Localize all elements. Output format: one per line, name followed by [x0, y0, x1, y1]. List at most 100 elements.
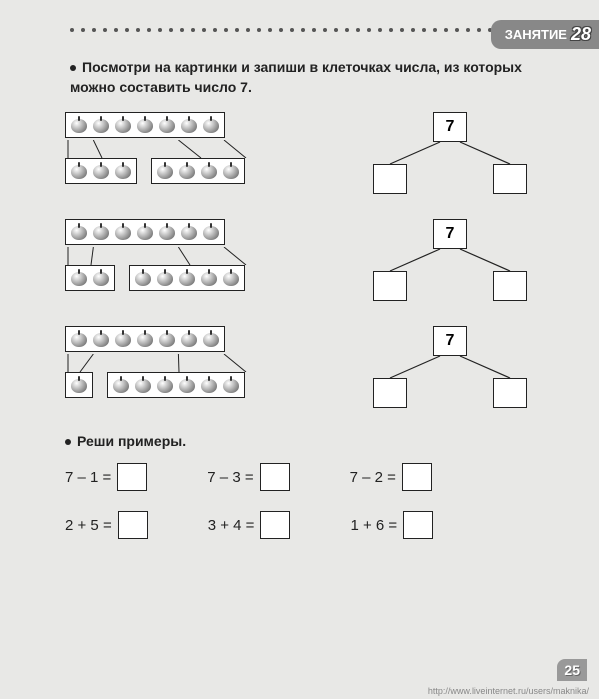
- apple-split: [65, 372, 325, 398]
- equation: 7 – 3 =: [207, 463, 289, 491]
- apple-icon: [113, 222, 133, 242]
- apple-icon: [69, 375, 89, 395]
- tree-right-box[interactable]: [493, 271, 527, 301]
- apples-panel: [65, 112, 325, 184]
- apple-box: [65, 372, 93, 398]
- apple-icon: [221, 268, 241, 288]
- tree-right-box[interactable]: [493, 164, 527, 194]
- equation: 3 + 4 =: [208, 511, 291, 539]
- number-tree: 7: [365, 219, 535, 304]
- instruction-2: Реши примеры.: [65, 433, 554, 449]
- apple-icon: [157, 222, 177, 242]
- apple-icon: [133, 268, 153, 288]
- bullet-icon: [65, 439, 71, 445]
- apple-icon: [201, 115, 221, 135]
- equation-text: 7 – 3 =: [207, 469, 253, 486]
- decomposition-row: 7: [65, 219, 554, 304]
- answer-box[interactable]: [260, 511, 290, 539]
- equation-text: 2 + 5 =: [65, 517, 112, 534]
- apple-icon: [221, 161, 241, 181]
- apple-icon: [201, 222, 221, 242]
- instruction-2-text: Реши примеры.: [77, 433, 186, 449]
- apple-icon: [135, 115, 155, 135]
- apple-icon: [179, 329, 199, 349]
- tree-left-box[interactable]: [373, 378, 407, 408]
- apple-icon: [177, 161, 197, 181]
- apples-panel: [65, 219, 325, 291]
- apple-icon: [177, 268, 197, 288]
- apple-icon: [155, 161, 175, 181]
- number-tree: 7: [365, 326, 535, 411]
- tree-left-box[interactable]: [373, 271, 407, 301]
- apple-box: [65, 326, 225, 352]
- apple-box: [129, 265, 245, 291]
- apple-icon: [113, 115, 133, 135]
- instruction-1-text: Посмотри на картинки и запиши в клеточка…: [70, 59, 522, 95]
- apple-icon: [113, 329, 133, 349]
- worksheet-body: 7 7 7 Реши примеры. 7 – 1 = 7 – 3 = 7 – 2 = 2…: [65, 112, 554, 539]
- equation: 1 + 6 =: [350, 511, 433, 539]
- apple-icon: [179, 115, 199, 135]
- bullet-icon: [70, 65, 76, 71]
- decomposition-row: 7: [65, 326, 554, 411]
- answer-box[interactable]: [118, 511, 148, 539]
- apple-icon: [135, 329, 155, 349]
- apple-icon: [199, 375, 219, 395]
- answer-box[interactable]: [260, 463, 290, 491]
- apples-panel: [65, 326, 325, 398]
- tree-right-box[interactable]: [493, 378, 527, 408]
- answer-box[interactable]: [402, 463, 432, 491]
- equation: 7 – 1 =: [65, 463, 147, 491]
- number-tree: 7: [365, 112, 535, 197]
- apple-box: [65, 158, 137, 184]
- tree-left-box[interactable]: [373, 164, 407, 194]
- answer-box[interactable]: [403, 511, 433, 539]
- apple-icon: [155, 375, 175, 395]
- equation-text: 7 – 2 =: [350, 469, 396, 486]
- apple-split: [65, 265, 325, 291]
- apple-box: [107, 372, 245, 398]
- worksheet-page: ЗАНЯТИЕ 28 Посмотри на картинки и запиши…: [0, 0, 599, 699]
- apple-box: [151, 158, 245, 184]
- apple-icon: [199, 161, 219, 181]
- apple-box: [65, 112, 225, 138]
- tree-top-box: 7: [433, 112, 467, 142]
- apple-icon: [157, 329, 177, 349]
- lesson-label: ЗАНЯТИЕ: [505, 27, 567, 42]
- equations-grid: 7 – 1 = 7 – 3 = 7 – 2 = 2 + 5 = 3 + 4 = 1 + 6…: [65, 463, 554, 539]
- answer-box[interactable]: [117, 463, 147, 491]
- apple-icon: [69, 329, 89, 349]
- apple-icon: [155, 268, 175, 288]
- apple-icon: [69, 222, 89, 242]
- apple-box: [65, 265, 115, 291]
- apple-icon: [135, 222, 155, 242]
- tree-top-box: 7: [433, 326, 467, 356]
- equation-text: 3 + 4 =: [208, 517, 255, 534]
- decorative-dots: [70, 28, 559, 34]
- tree-top-box: 7: [433, 219, 467, 249]
- apple-icon: [91, 115, 111, 135]
- apple-icon: [199, 268, 219, 288]
- apple-icon: [69, 268, 89, 288]
- watermark: http://www.liveinternet.ru/users/maknika…: [428, 686, 589, 696]
- apple-box: [65, 219, 225, 245]
- apple-icon: [133, 375, 153, 395]
- apple-icon: [157, 115, 177, 135]
- lesson-number: 28: [571, 24, 591, 45]
- equation-row: 2 + 5 = 3 + 4 = 1 + 6 =: [65, 511, 554, 539]
- equation: 7 – 2 =: [350, 463, 432, 491]
- instruction-1: Посмотри на картинки и запиши в клеточка…: [70, 58, 549, 97]
- apple-icon: [91, 329, 111, 349]
- equation-text: 7 – 1 =: [65, 469, 111, 486]
- apple-icon: [221, 375, 241, 395]
- apple-split: [65, 158, 325, 184]
- apple-icon: [91, 222, 111, 242]
- apple-icon: [91, 268, 111, 288]
- lesson-tab: ЗАНЯТИЕ 28: [491, 20, 599, 49]
- apple-icon: [201, 329, 221, 349]
- equation-row: 7 – 1 = 7 – 3 = 7 – 2 =: [65, 463, 554, 491]
- page-number: 25: [557, 659, 587, 681]
- section-equations: Реши примеры. 7 – 1 = 7 – 3 = 7 – 2 = 2 + 5…: [65, 433, 554, 539]
- equation-text: 1 + 6 =: [350, 517, 397, 534]
- apple-icon: [91, 161, 111, 181]
